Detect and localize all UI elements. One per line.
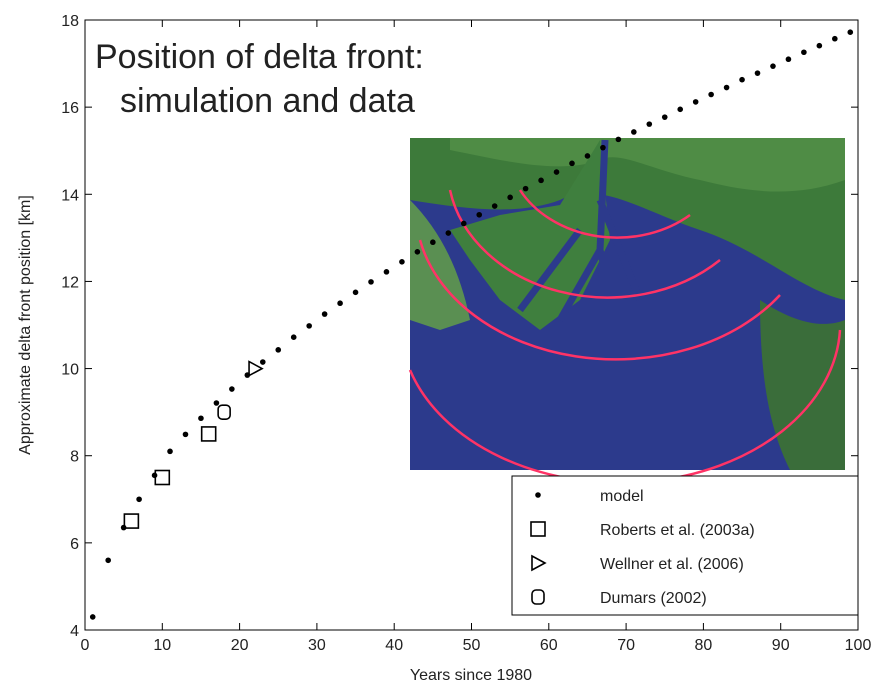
model-point (322, 311, 328, 317)
model-point (600, 145, 606, 151)
y-tick-label: 16 (61, 100, 79, 117)
y-tick-label: 18 (61, 13, 79, 30)
y-tick-label: 14 (61, 187, 79, 204)
model-point (306, 323, 312, 329)
model-point (167, 449, 173, 455)
model-point (535, 492, 541, 498)
model-point (384, 269, 390, 275)
model-point (446, 230, 452, 236)
x-tick-label: 60 (540, 637, 558, 654)
legend-label: model (600, 488, 644, 505)
x-tick-label: 20 (231, 637, 249, 654)
satellite-inset (410, 138, 845, 483)
model-point (832, 36, 838, 42)
model-point (677, 107, 683, 113)
model-point (90, 614, 96, 620)
model-point (399, 259, 405, 265)
x-tick-label: 90 (772, 637, 790, 654)
model-point (616, 137, 622, 143)
model-point (770, 63, 776, 69)
model-point (523, 186, 529, 192)
model-point (693, 99, 699, 105)
model-point (430, 239, 436, 245)
model-point (415, 249, 421, 255)
y-tick-label: 10 (61, 362, 79, 379)
x-tick-label: 80 (695, 637, 713, 654)
model-point (275, 347, 281, 353)
y-axis-label: Approximate delta front position [km] (17, 195, 34, 455)
model-point (507, 195, 513, 201)
x-tick-label: 40 (385, 637, 403, 654)
model-point (801, 49, 807, 55)
model-point (755, 70, 761, 76)
model-point (817, 43, 823, 49)
model-point (291, 334, 297, 340)
model-point (353, 290, 359, 296)
x-tick-label: 50 (463, 637, 481, 654)
model-point (260, 359, 266, 365)
model-point (136, 496, 142, 502)
y-tick-label: 4 (70, 623, 79, 640)
model-point (538, 178, 544, 184)
model-point (476, 212, 482, 218)
legend-label: Wellner et al. (2006) (600, 556, 744, 573)
model-point (739, 77, 745, 83)
model-point (183, 432, 189, 438)
model-point (662, 114, 668, 120)
model-point (847, 29, 853, 35)
model-point (461, 221, 467, 227)
x-tick-label: 30 (308, 637, 326, 654)
legend: model Roberts et al. (2003a) Wellner et al… (512, 476, 858, 615)
model-point (631, 129, 637, 135)
model-point (337, 300, 343, 306)
legend-label: Roberts et al. (2003a) (600, 522, 755, 539)
x-tick-label: 0 (81, 637, 90, 654)
model-point (554, 169, 560, 175)
model-point (708, 92, 714, 98)
chart: 0 10 20 30 40 50 60 70 80 90 100 4 6 8 10 12 14 16 18 Posi… (0, 0, 881, 693)
model-point (492, 203, 498, 209)
model-point (368, 279, 374, 285)
y-tick-label: 12 (61, 274, 79, 291)
x-tick-label: 100 (845, 637, 872, 654)
model-point (569, 161, 575, 167)
chart-subtitle: simulation and data (120, 82, 415, 120)
legend-label: Dumars (2002) (600, 590, 707, 607)
x-tick-label: 70 (617, 637, 635, 654)
y-tick-label: 8 (70, 449, 79, 466)
y-tick-label: 6 (70, 536, 79, 553)
x-tick-label: 10 (153, 637, 171, 654)
model-point (646, 121, 652, 127)
model-point (786, 56, 792, 62)
model-point (214, 400, 220, 406)
x-axis-label: Years since 1980 (410, 667, 532, 684)
model-point (198, 415, 204, 421)
model-point (105, 557, 111, 563)
model-point (724, 85, 730, 91)
chart-title: Position of delta front: (95, 38, 424, 76)
model-point (585, 153, 591, 159)
model-point (229, 386, 235, 392)
